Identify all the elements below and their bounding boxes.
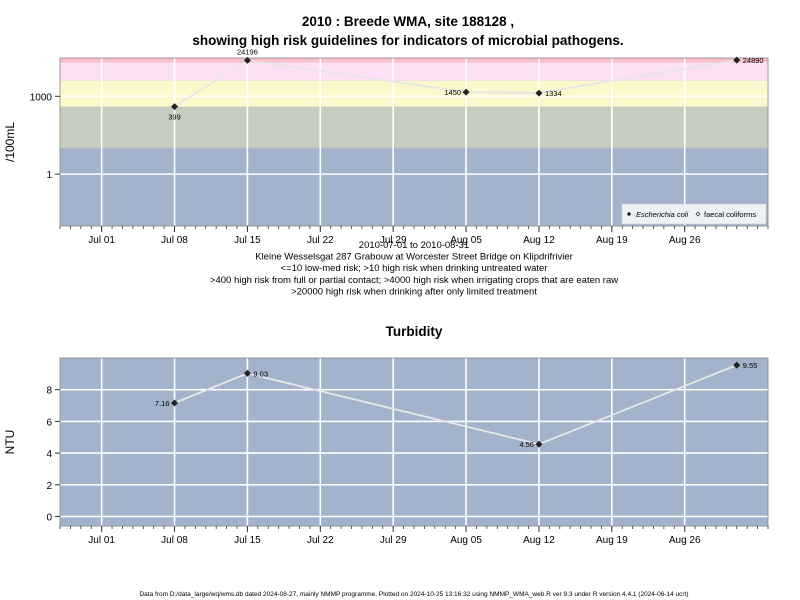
x-tick-label: Aug 26 [669,535,701,546]
chart-panel-1 [55,56,769,232]
y-tick-label: 1 [46,170,52,181]
risk-band [60,106,768,149]
y-tick-label: 6 [46,417,52,428]
plot-background [60,358,768,526]
chart-title: Turbidity [386,324,443,339]
data-label: 1334 [545,89,562,98]
x-tick-label: Jul 29 [380,535,407,546]
data-point [535,89,543,97]
data-point [733,361,741,369]
x-tick-label: Aug 19 [596,535,628,546]
chart-note: >20000 high risk when drinking after onl… [291,286,537,297]
x-tick-label: Jul 01 [88,535,115,546]
x-tick-label: Jul 08 [161,535,188,546]
x-tick-label: Jul 22 [307,235,334,246]
chart-panel-2 [55,357,769,532]
data-label: 24196 [237,47,258,56]
x-tick-label: Aug 12 [523,235,555,246]
x-tick-label: Jul 01 [88,235,115,246]
footer-text: Data from D:/data_large/wq/wms.db dated … [139,591,688,598]
x-tick-label: Jul 15 [234,235,261,246]
data-label: 9.03 [253,369,268,378]
y-tick-label: 2 [46,481,52,492]
series-line [174,364,738,446]
data-label: 7.16 [155,399,170,408]
y-axis-title: NTU [3,430,17,455]
y-tick-label: 8 [46,386,52,397]
data-point [171,103,179,111]
x-tick-label: Jul 08 [161,235,188,246]
legend-box [621,203,767,225]
data-point [243,56,251,64]
y-tick-label: 1000 [30,92,53,103]
y-tick-label: 4 [46,449,52,460]
data-label: 1450 [444,88,461,97]
x-tick-label: Aug 05 [450,235,482,246]
data-label: 24890 [743,56,764,65]
x-tick-label: Aug 12 [523,535,555,546]
chart-title-line1: 2010 : Breede WMA, site 188128 , [302,14,514,29]
data-point [243,369,251,377]
data-label: 399 [168,113,181,122]
chart-note: 2010-07-01 to 2010-08-31 [359,240,469,251]
legend-label-ecoli: Escherichia coli [636,210,688,219]
x-tick-label: Jul 15 [234,535,261,546]
chart-title-line2: showing high risk guidelines for indicat… [192,33,623,48]
chart-note: <=10 low-med risk; >10 high risk when dr… [281,263,548,274]
y-tick-label: 0 [46,512,52,523]
risk-band [60,58,768,63]
data-label: 4.56 [519,440,534,449]
legend-label-faecal: faecal coliforms [704,210,756,219]
legend-marker-ecoli [626,211,632,217]
data-point [171,399,179,407]
x-tick-label: Aug 05 [450,535,482,546]
data-point [733,56,741,64]
data-point [535,440,543,448]
risk-band [60,62,768,81]
x-tick-label: Jul 29 [380,235,407,246]
data-point [462,88,470,96]
chart-note: >400 high risk from full or partial cont… [210,275,618,286]
x-tick-label: Aug 26 [669,235,701,246]
chart-note: Kleine Wesselsgat 287 Grabouw at Worcest… [255,252,573,263]
x-tick-label: Aug 19 [596,235,628,246]
data-label: 9.55 [743,361,758,370]
legend-marker-faecal [695,211,701,217]
y-axis-title: /100mL [3,122,17,162]
x-tick-label: Jul 22 [307,535,334,546]
